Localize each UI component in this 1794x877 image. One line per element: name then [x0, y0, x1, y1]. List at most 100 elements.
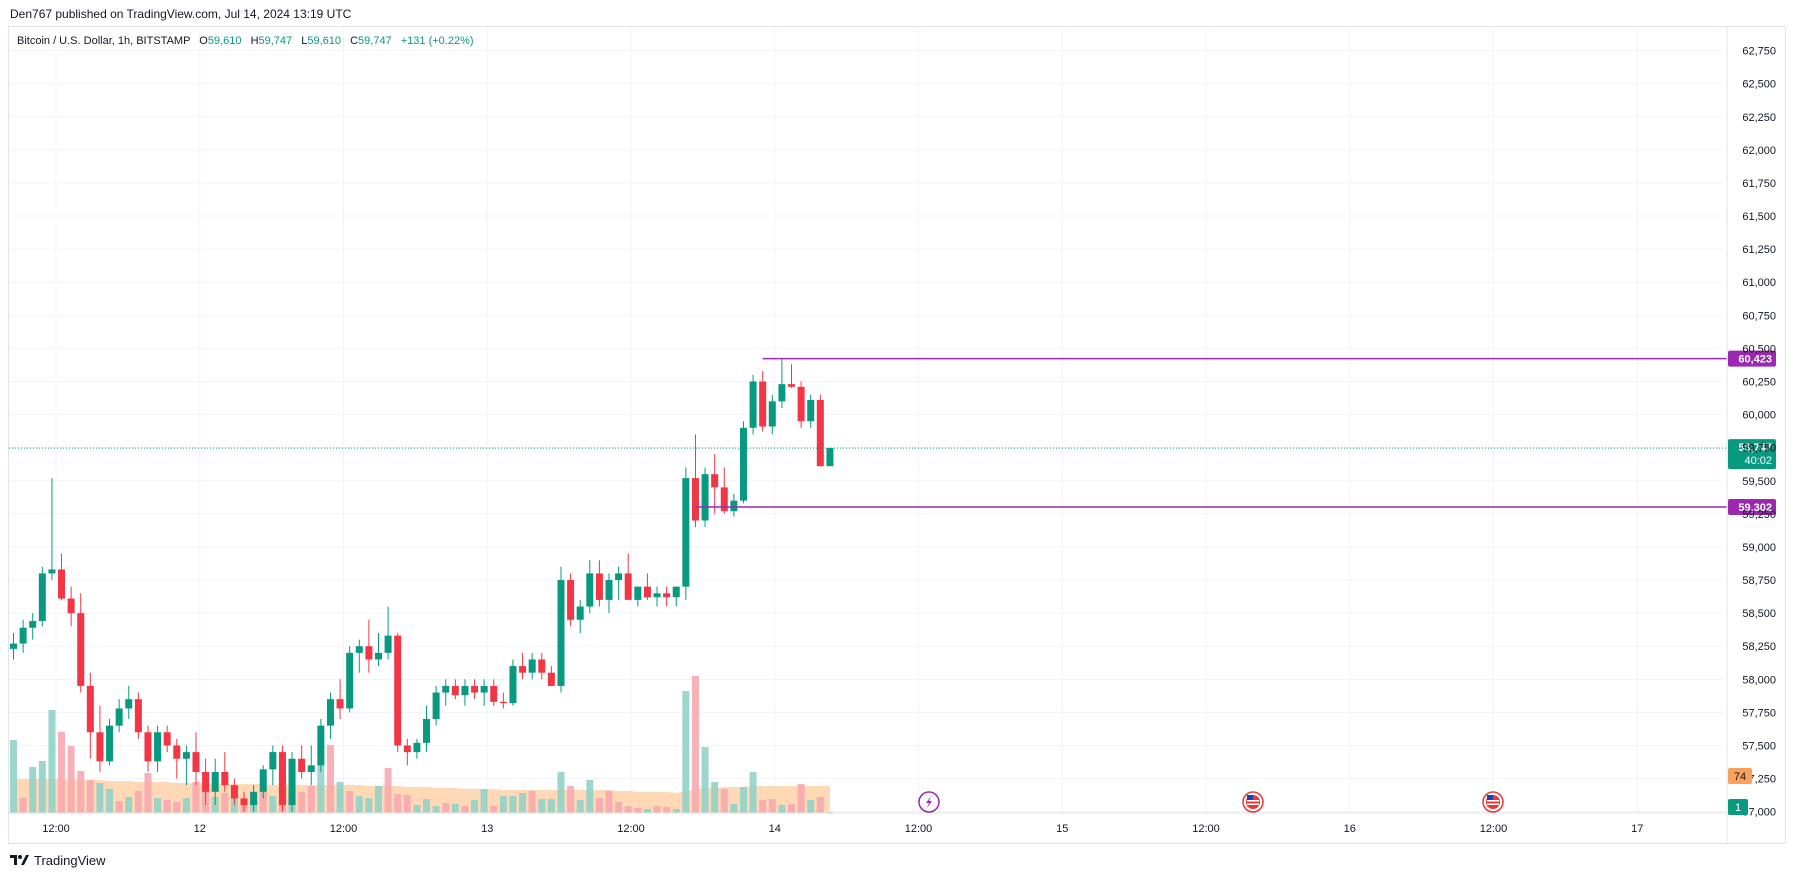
candle-body — [538, 659, 546, 673]
candle-body — [519, 666, 527, 673]
price-tick-label: 58,500 — [1742, 608, 1776, 620]
volume-bar — [374, 786, 382, 813]
volume-bar — [307, 786, 315, 813]
candle-body — [211, 771, 219, 792]
change-value: +131 (+0.22%) — [400, 35, 474, 47]
candle-body — [403, 745, 411, 753]
volume-bar — [58, 732, 66, 813]
volume-bar — [499, 796, 507, 813]
volume-bar — [586, 780, 594, 813]
last-price-label: 59,747 — [1738, 442, 1772, 454]
candle-body — [154, 732, 162, 762]
volume-bar — [19, 798, 27, 813]
volume-bar — [394, 794, 402, 813]
volume-bar — [749, 772, 757, 813]
price-tick-label: 60,750 — [1742, 310, 1776, 322]
candle-body — [173, 745, 181, 759]
time-tick-label: 14 — [769, 823, 781, 835]
candle-body — [77, 613, 85, 686]
time-tick-label: 16 — [1344, 823, 1356, 835]
candle-body — [259, 769, 267, 792]
time-tick-label: 12:00 — [1192, 823, 1220, 835]
price-tick-label: 59,750 — [1742, 443, 1776, 455]
candle-body — [288, 758, 296, 806]
symbol-title: Bitcoin / U.S. Dollar, 1h, BITSTAMP — [17, 35, 191, 47]
volume-bar — [490, 806, 498, 813]
flag-canton — [1247, 795, 1253, 800]
volume-bar — [173, 802, 181, 813]
level-price-badge — [1728, 350, 1776, 367]
volume-bar — [615, 802, 623, 813]
candle-body — [711, 474, 719, 488]
candle-body — [634, 586, 642, 600]
price-tick-label: 62,500 — [1742, 79, 1776, 91]
price-tick-label: 57,750 — [1742, 707, 1776, 719]
volume-bar — [230, 798, 238, 813]
volume-bar — [442, 803, 450, 813]
volume-bar — [759, 800, 767, 813]
volume-ma-label: 74 — [1734, 771, 1746, 783]
candle-body — [605, 580, 613, 600]
volume-bar — [125, 797, 133, 813]
candle-body — [432, 692, 440, 720]
price-tick-label: 58,000 — [1742, 674, 1776, 686]
candle-body — [739, 427, 747, 501]
volume-bar — [624, 806, 632, 813]
candle-body — [163, 732, 171, 746]
high-value: 59,747 — [258, 35, 293, 47]
candle-body — [643, 586, 651, 598]
time-tick-label: 12:00 — [330, 823, 358, 835]
candle-layer — [10, 358, 834, 812]
price-tick-label: 61,750 — [1742, 178, 1776, 190]
candle-body — [326, 699, 334, 726]
candle-body — [730, 500, 738, 512]
volume-bar — [451, 804, 459, 813]
volume-bar — [691, 676, 699, 813]
candle-body — [759, 381, 767, 427]
grid-layer — [9, 27, 1723, 813]
volume-bar — [471, 800, 479, 813]
candle-body — [96, 732, 104, 762]
price-tick-label: 62,000 — [1742, 145, 1776, 157]
volume-bar — [711, 782, 719, 813]
price-tick-label: 62,250 — [1742, 112, 1776, 124]
candle-body — [797, 386, 805, 422]
candle-body — [346, 652, 354, 709]
candle-body — [192, 752, 200, 772]
time-tick-label: 12:00 — [617, 823, 645, 835]
volume-bar — [557, 772, 565, 813]
candle-body — [384, 635, 392, 653]
price-tick-label: 61,500 — [1742, 211, 1776, 223]
volume-bar — [298, 792, 306, 813]
candle-body — [807, 400, 815, 422]
candle-body — [230, 785, 238, 799]
price-tick-label: 60,500 — [1742, 343, 1776, 355]
time-tick-label: 15 — [1056, 823, 1068, 835]
low-value: 59,610 — [307, 35, 342, 47]
volume-bar — [567, 786, 575, 813]
high-key: H — [250, 35, 259, 47]
volume-label: 1 — [1735, 802, 1741, 814]
footer-brand-text: TradingView — [34, 852, 106, 868]
candle-body — [182, 752, 190, 759]
candle-body — [788, 384, 796, 387]
tradingview-logo-icon — [10, 855, 29, 865]
volume-bar — [192, 782, 200, 813]
candle-body — [691, 478, 699, 521]
candle-body — [624, 573, 632, 600]
candle-body — [115, 708, 123, 726]
volume-bar — [106, 789, 114, 813]
candle-body — [413, 742, 421, 753]
candle-body — [480, 685, 488, 693]
flag-stripe — [1487, 803, 1499, 805]
candle-body — [451, 685, 459, 696]
volume-bar — [480, 789, 488, 813]
candle-body — [720, 487, 728, 512]
footer-brand[interactable]: TradingView — [10, 850, 106, 870]
candle-body — [423, 719, 431, 743]
price-tick-label: 62,750 — [1742, 46, 1776, 58]
candle-body — [278, 752, 286, 806]
volume-bar — [86, 780, 94, 813]
level-price-label: 60,423 — [1738, 354, 1772, 366]
